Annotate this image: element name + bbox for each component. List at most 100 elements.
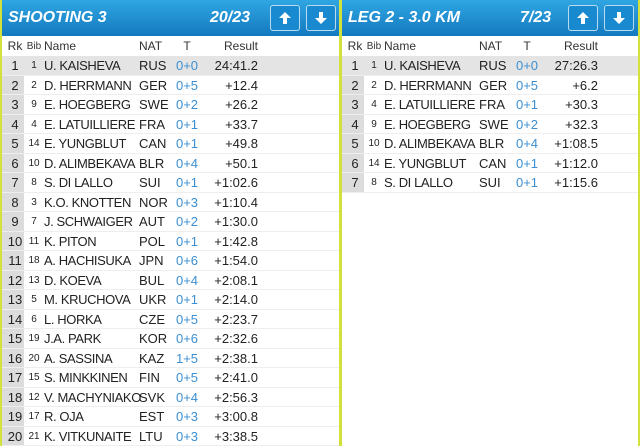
name: K. VITKUNAITE (44, 428, 132, 444)
name: E. YUNGBLUT (44, 136, 127, 151)
rank: 4 (351, 116, 359, 132)
bib: 14 (28, 138, 40, 149)
panel-title: SHOOTING 3 (8, 9, 107, 26)
rank: 7 (351, 175, 359, 190)
row-divider (342, 94, 638, 95)
result: +3:00.8 (214, 409, 258, 424)
rank: 2 (351, 77, 359, 93)
rank-column-bg (342, 56, 364, 193)
shooting: 0+0 (515, 58, 539, 73)
result: +12.4 (225, 77, 258, 93)
shooting: 0+5 (175, 77, 199, 93)
rank: 11 (8, 253, 22, 268)
rank: 6 (351, 155, 359, 171)
bib: 2 (371, 79, 377, 91)
result: +1:15.6 (554, 175, 598, 190)
nation: GER (479, 77, 508, 93)
name: S. MINKKINEN (44, 370, 128, 385)
nation: CAN (139, 136, 167, 151)
column-header: Result (223, 39, 258, 53)
rank: 3 (11, 97, 19, 112)
name: U. KAISHEVA (44, 58, 121, 73)
bib: 3 (31, 196, 37, 208)
shooting: 0+1 (175, 136, 199, 151)
shooting: 0+4 (175, 389, 199, 405)
rank: 1 (351, 58, 359, 73)
row-divider (2, 113, 339, 115)
name: E. HOEGBERG (384, 116, 471, 132)
name: D. ALIMBEKAVA (44, 155, 136, 171)
name: U. KAISHEVA (384, 58, 461, 73)
row-divider (2, 386, 339, 388)
result: +50.1 (225, 155, 258, 171)
name: E. YUNGBLUT (384, 155, 467, 171)
row-divider (2, 289, 339, 290)
rank: 4 (11, 116, 19, 132)
bib: 1 (31, 60, 37, 71)
shooting: 0+4 (175, 272, 199, 288)
row-highlight (2, 56, 339, 75)
bib: 5 (31, 294, 37, 305)
rank: 5 (351, 136, 359, 151)
panel-title: LEG 2 - 3.0 KM (348, 9, 461, 26)
shooting: 0+3 (175, 409, 199, 424)
name: E. HOEGBERG (44, 97, 131, 112)
scroll-down-button[interactable] (306, 5, 336, 31)
panel-header: LEG 2 - 3.0 KM 7/23 (342, 0, 638, 36)
rank: 15 (7, 331, 23, 346)
bib: 19 (28, 333, 40, 344)
row-divider (2, 172, 339, 173)
scroll-up-button[interactable] (270, 5, 300, 31)
column-header: Rk (7, 39, 23, 53)
row-divider (2, 308, 339, 310)
nation: POL (139, 233, 166, 249)
panel: LEG 2 - 3.0 KM 7/23 Rk Bib Name NAT T Result 1… (340, 0, 640, 446)
nation: BUL (139, 272, 165, 288)
name: E. LATUILLIERE (44, 116, 135, 132)
rank: 1 (11, 58, 19, 73)
rank: 8 (11, 194, 19, 210)
row-divider (2, 406, 339, 407)
bib: 17 (28, 411, 40, 422)
result: +30.3 (565, 97, 598, 112)
name: D. ALIMBEKAVA (384, 136, 476, 151)
shooting: 0+5 (175, 370, 199, 385)
name: L. HORKA (44, 311, 102, 327)
rank: 19 (7, 409, 23, 424)
result: +2:14.0 (214, 292, 258, 307)
bib: 14 (368, 157, 380, 169)
row-divider (2, 250, 339, 251)
result: +1:10.4 (214, 194, 258, 210)
scroll-up-button[interactable] (568, 5, 598, 31)
shooting: 0+6 (175, 253, 199, 268)
result: +1:12.0 (554, 155, 598, 171)
bib: 6 (31, 313, 37, 325)
result: +6.2 (572, 77, 598, 93)
bib: 10 (368, 138, 380, 149)
nation: SWE (139, 97, 169, 112)
scroll-down-button[interactable] (604, 5, 634, 31)
nation: BLR (479, 136, 505, 151)
nation: CZE (139, 311, 165, 327)
bib: 21 (28, 430, 40, 442)
column-header: NAT (479, 39, 503, 53)
bib: 9 (371, 118, 377, 130)
nation: SUI (139, 175, 161, 190)
bib: 13 (28, 274, 40, 286)
row-divider (2, 230, 339, 232)
column-header: Bib (26, 41, 42, 52)
row-highlight (342, 56, 638, 75)
shooting: 0+5 (175, 311, 199, 327)
bib: 4 (31, 118, 37, 130)
nation: RUS (139, 58, 167, 73)
nation: RUS (479, 58, 507, 73)
rank: 17 (7, 370, 23, 385)
shooting: 0+4 (515, 136, 539, 151)
bib: 7 (31, 216, 37, 227)
row-divider (342, 152, 638, 154)
nation: FRA (479, 97, 505, 112)
name: E. LATUILLIERE (384, 97, 475, 112)
bib: 1 (371, 60, 377, 71)
counter: 7/23 (520, 9, 552, 26)
result: +26.2 (225, 97, 258, 112)
